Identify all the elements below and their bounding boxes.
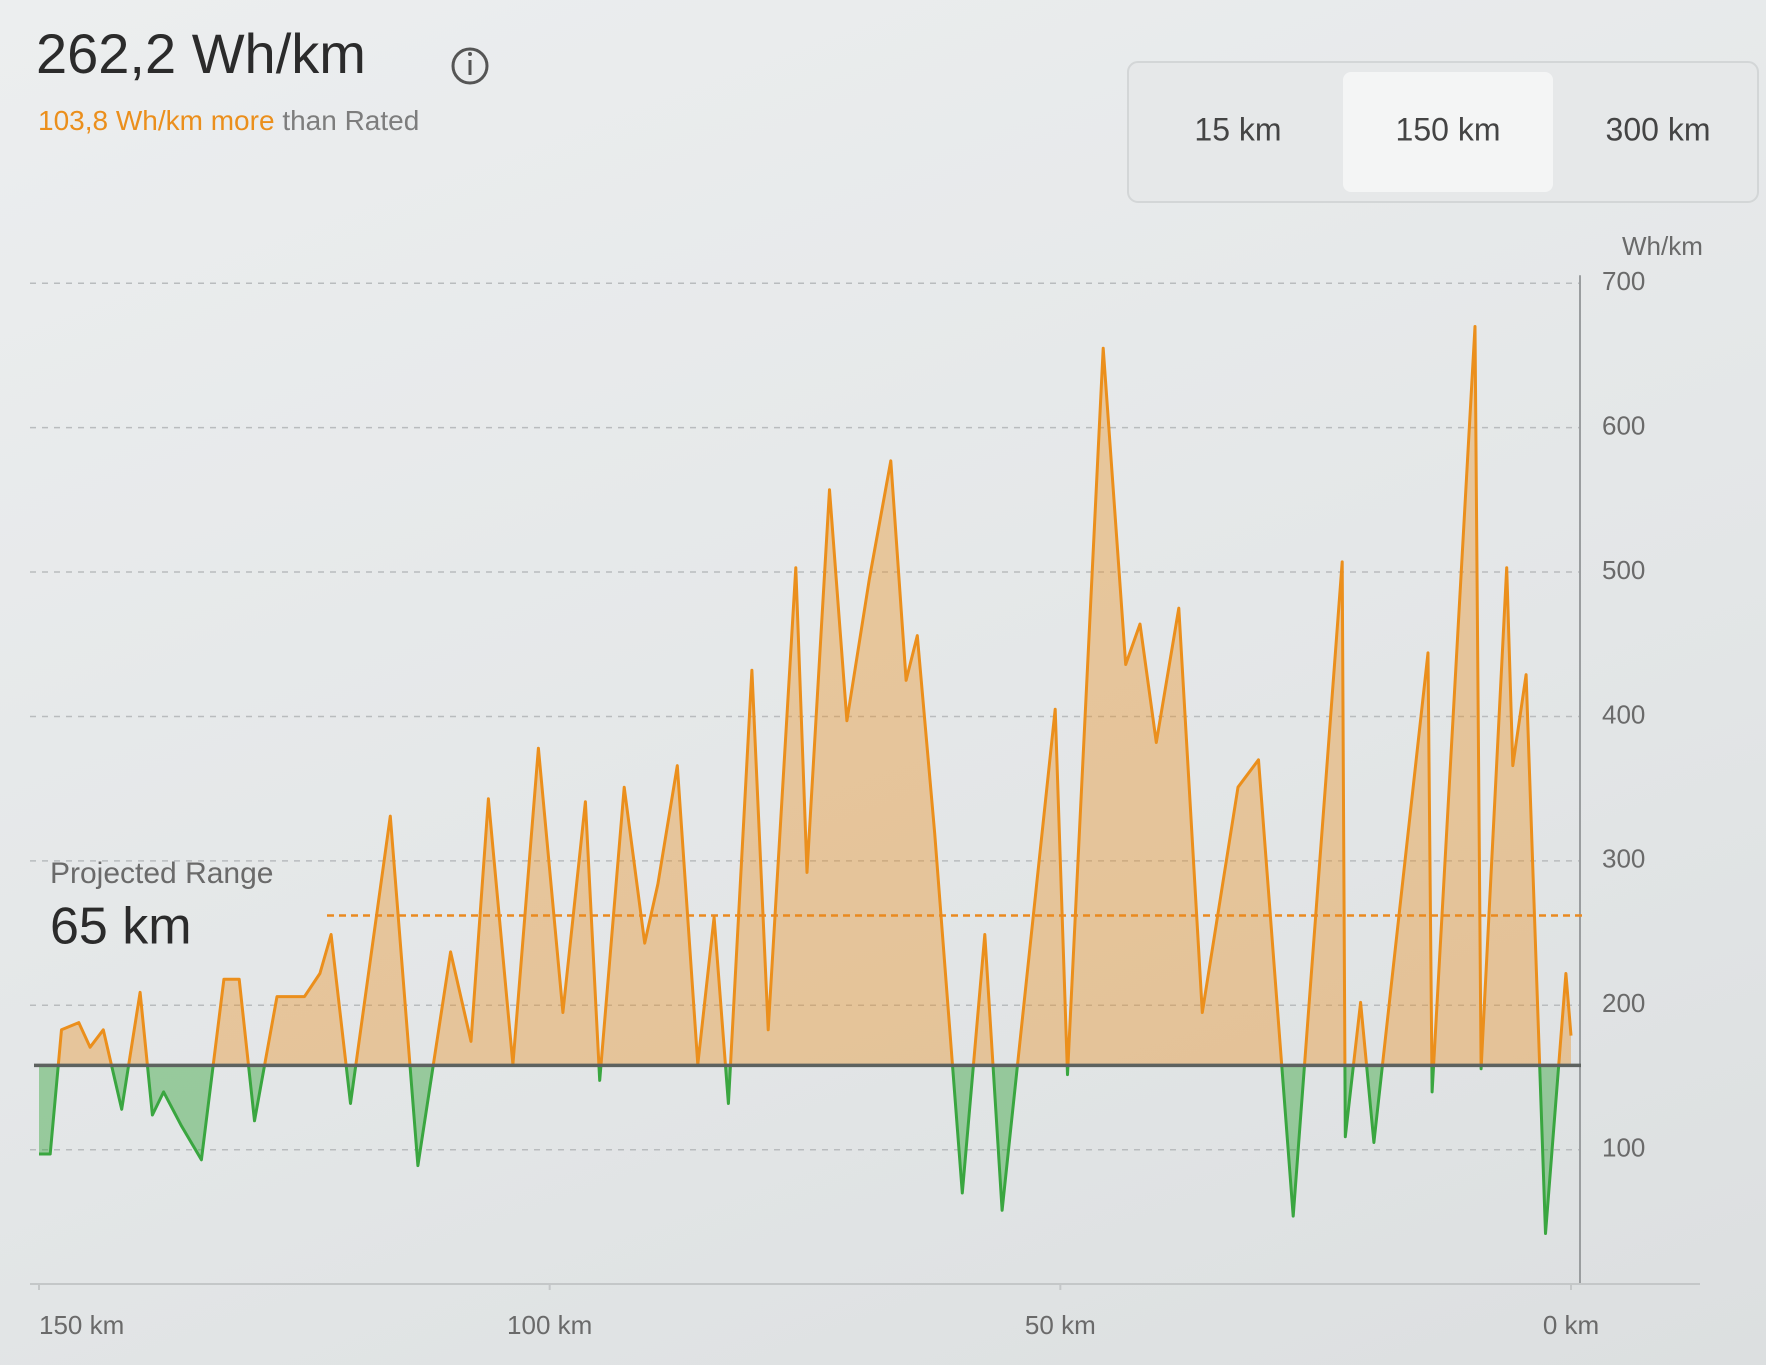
delta: 103,8 Wh/km more <box>38 105 275 136</box>
tab[interactable]: 15 km <box>1194 111 1281 147</box>
y-axis-label: Wh/km <box>1622 231 1703 261</box>
y-tick-label: 600 <box>1602 411 1645 441</box>
y-tick-label: 500 <box>1602 555 1645 585</box>
tab[interactable]: 150 km <box>1396 111 1501 147</box>
info-icon-dot <box>468 52 472 56</box>
x-tick-label: 0 km <box>1543 1310 1599 1340</box>
y-tick-label: 700 <box>1602 266 1645 296</box>
area-below <box>39 1065 1571 1234</box>
line-above <box>56 325 1573 1066</box>
y-tick-label: 200 <box>1602 988 1645 1018</box>
y-tick-label: 300 <box>1602 844 1645 874</box>
efficiency-value: 262,2 Wh/km <box>36 22 366 85</box>
y-tick-label: 400 <box>1602 699 1645 729</box>
y-tick-label: 100 <box>1602 1133 1645 1163</box>
info-icon[interactable] <box>451 47 489 85</box>
delta-suffix: than Rated <box>282 105 419 136</box>
x-tick-label: 100 km <box>507 1310 592 1340</box>
area-above <box>58 326 1571 1066</box>
projected-range-value: 65 km <box>50 898 192 956</box>
x-tick-label: 150 km <box>39 1310 124 1340</box>
projected-range-label: Projected Range <box>50 857 273 890</box>
tab[interactable]: 300 km <box>1606 111 1711 147</box>
x-tick-label: 50 km <box>1025 1310 1096 1340</box>
tab-selected-bg <box>1343 72 1553 192</box>
rated-comparison: 103,8 Wh/km more than Rated <box>38 105 419 136</box>
